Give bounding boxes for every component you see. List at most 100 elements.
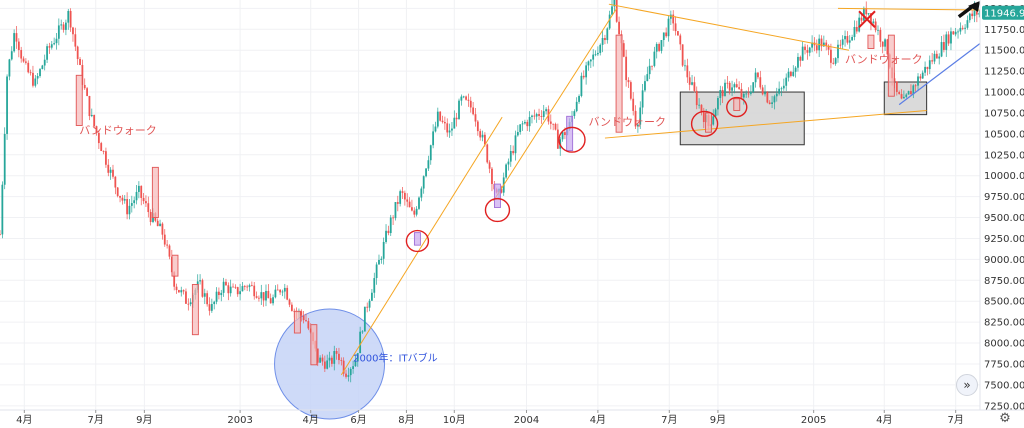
candle	[378, 254, 380, 265]
trend-line	[608, 3, 850, 51]
candle-body	[886, 39, 889, 55]
y-tick-label: 9250.00	[984, 234, 1024, 245]
candle	[227, 282, 230, 301]
candle-body	[884, 39, 886, 47]
candle	[359, 326, 362, 354]
candle	[130, 195, 133, 213]
candle	[858, 13, 861, 33]
candle-body	[269, 298, 272, 304]
x-tick-label: 6月	[350, 414, 366, 426]
band-bar-red	[293, 310, 301, 334]
candle-body	[606, 28, 609, 41]
candle	[505, 163, 507, 179]
candle-body	[432, 131, 435, 146]
candle-body	[721, 89, 724, 97]
band-bar-purple	[494, 183, 501, 208]
candle	[302, 311, 305, 324]
candle-body	[95, 126, 98, 133]
candle	[177, 289, 180, 293]
candle	[651, 65, 653, 71]
y-tick-label: 9000.00	[984, 255, 1024, 266]
candle-body	[778, 88, 781, 94]
candle-body	[476, 121, 479, 132]
candle	[728, 80, 731, 95]
candle	[677, 30, 679, 36]
candle-body	[528, 116, 531, 127]
candle	[839, 39, 842, 50]
candle-body	[102, 151, 105, 152]
candle-body	[691, 82, 693, 85]
candle-body	[20, 50, 23, 59]
candle-body	[575, 101, 578, 112]
y-tick-label: 10000.00	[984, 171, 1024, 182]
candle-body	[735, 84, 738, 88]
candle-body	[966, 20, 969, 28]
candle	[745, 90, 748, 98]
settings-button[interactable]: ⚙	[998, 412, 1012, 426]
candle-body	[596, 52, 599, 55]
candle	[185, 288, 187, 305]
candle-body	[189, 302, 192, 305]
candle-body	[140, 185, 143, 198]
candle	[507, 158, 510, 171]
candle-body	[632, 98, 635, 111]
candle-body	[213, 301, 216, 305]
candle	[149, 209, 152, 226]
candle	[232, 283, 234, 288]
x-tick-label: 10月	[443, 414, 466, 426]
candle-body	[926, 66, 929, 70]
candle	[399, 189, 402, 207]
scroll-to-latest-button[interactable]: »	[956, 374, 978, 396]
candle	[474, 108, 477, 127]
candle	[436, 107, 439, 129]
candle	[851, 34, 854, 41]
candle	[808, 46, 811, 57]
candle-body	[371, 292, 373, 301]
candle	[123, 195, 126, 204]
candle	[693, 76, 696, 93]
candle	[587, 60, 590, 71]
candle	[340, 357, 343, 366]
candle-body	[799, 56, 802, 61]
candle-body	[589, 59, 592, 62]
candle	[910, 84, 912, 95]
candle	[832, 58, 835, 65]
candle-body	[399, 191, 402, 204]
candle	[274, 285, 277, 299]
candle	[815, 39, 818, 54]
candle	[790, 70, 792, 78]
candle	[902, 90, 905, 99]
x-tick-label: 2004	[514, 415, 539, 426]
candle-body	[147, 203, 150, 213]
candle	[65, 19, 67, 36]
candle-body	[855, 26, 858, 32]
candle	[112, 164, 114, 179]
x-tick-label: 7月	[88, 414, 104, 426]
candle-body	[975, 8, 978, 15]
candle-body	[185, 291, 187, 304]
candle-body	[947, 34, 950, 44]
candle-body	[187, 303, 190, 305]
candle-body	[420, 188, 423, 198]
candle-body	[742, 93, 745, 98]
band-bar-red	[75, 74, 83, 126]
candle-body	[448, 130, 451, 133]
candle	[46, 43, 48, 64]
chart-annotation: バンドウォーク	[79, 124, 157, 137]
candle	[646, 66, 649, 82]
candle-body	[60, 24, 63, 26]
y-tick-label: 11000.00	[984, 88, 1024, 99]
candle-body	[898, 91, 901, 95]
candle	[606, 27, 609, 44]
candle	[943, 34, 945, 53]
candle-body	[382, 241, 385, 259]
candle	[825, 39, 828, 51]
candle	[662, 32, 665, 47]
candle-body	[354, 361, 357, 367]
candle-body	[540, 116, 543, 117]
candle-body	[441, 120, 444, 123]
candle-body	[516, 132, 519, 136]
candle	[519, 124, 522, 135]
candle-body	[608, 14, 611, 29]
